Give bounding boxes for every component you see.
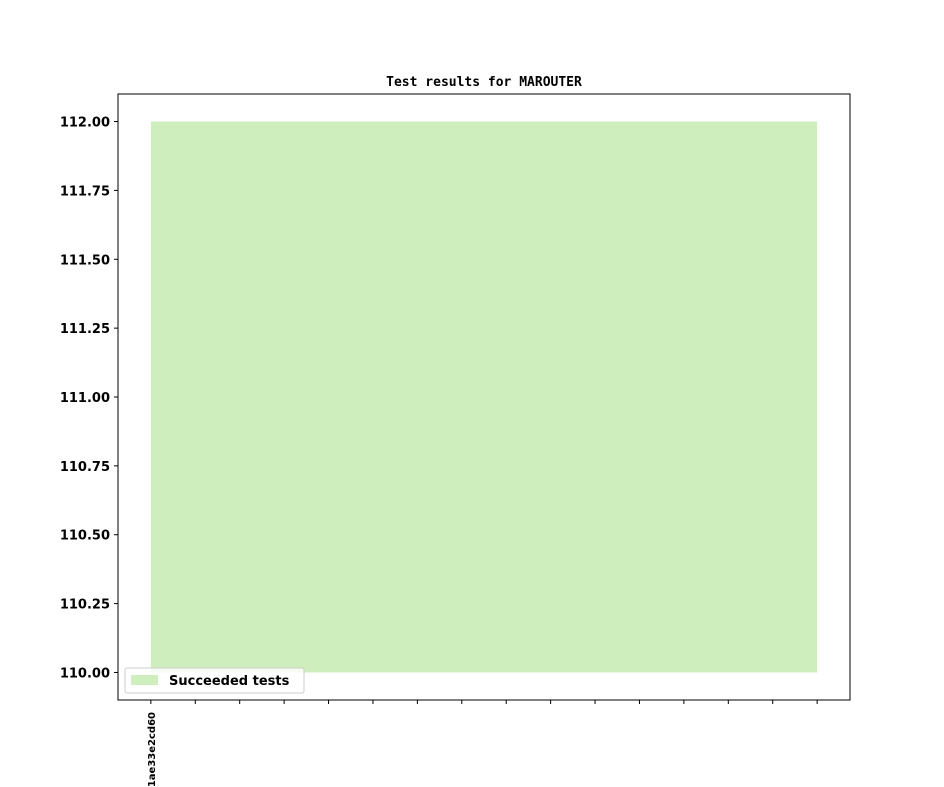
y-tick-label: 110.50 bbox=[60, 529, 110, 544]
y-tick-label: 110.25 bbox=[60, 598, 110, 613]
y-tick-label: 111.25 bbox=[60, 322, 110, 337]
axes-frame bbox=[117, 93, 851, 701]
legend-box bbox=[124, 667, 305, 694]
y-tick-label: 110.75 bbox=[60, 460, 110, 475]
legend-swatch bbox=[131, 675, 158, 685]
legend-label: Succeeded tests bbox=[169, 674, 290, 689]
series-area-0 bbox=[150, 121, 818, 673]
chart-title: Test results for MAROUTER bbox=[386, 75, 582, 90]
y-tick-label: 111.75 bbox=[60, 184, 110, 199]
legend: Succeeded tests bbox=[124, 667, 305, 694]
x-tick-label: 1ae33e2cd60 bbox=[147, 712, 158, 787]
y-tick-label: 111.00 bbox=[60, 391, 110, 406]
y-tick-label: 110.00 bbox=[60, 666, 110, 681]
y-tick-label: 112.00 bbox=[60, 116, 110, 131]
y-tick-label: 111.50 bbox=[60, 253, 110, 268]
